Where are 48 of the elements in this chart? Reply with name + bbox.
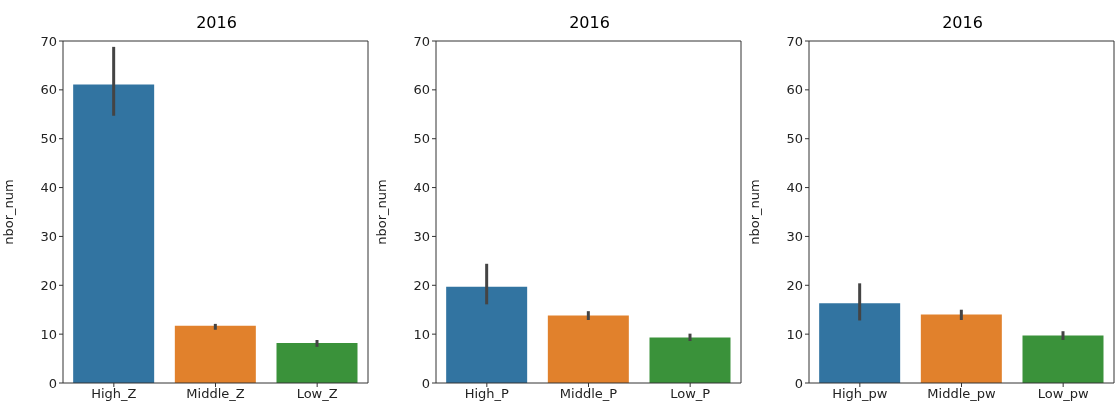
- x-tick-label: Middle_P: [559, 386, 618, 402]
- y-tick-label: 30: [786, 229, 803, 245]
- x-tick-label: High_P: [464, 386, 510, 402]
- y-tick-label: 50: [413, 131, 430, 147]
- y-tick-label: 30: [40, 229, 57, 245]
- bar: [819, 303, 901, 383]
- bar: [73, 84, 155, 383]
- y-axis-title: nbor_num: [373, 179, 389, 245]
- chart-title: 2016: [569, 13, 610, 32]
- x-tick-label: Low_pw: [1037, 386, 1090, 402]
- y-tick-label: 0: [794, 375, 803, 391]
- x-tick-label: Middle_Z: [186, 386, 245, 402]
- y-tick-label: 40: [40, 180, 57, 196]
- bar: [547, 315, 629, 383]
- y-tick-label: 0: [48, 375, 57, 391]
- chart-title: 2016: [196, 13, 237, 32]
- y-tick-label: 60: [413, 82, 430, 98]
- bar: [1022, 335, 1104, 383]
- y-tick-label: 70: [40, 33, 57, 49]
- y-tick-label: 70: [413, 33, 430, 49]
- y-tick-label: 60: [40, 82, 57, 98]
- chart-title: 2016: [942, 13, 983, 32]
- y-tick-label: 20: [413, 277, 430, 293]
- y-tick-label: 70: [786, 33, 803, 49]
- x-tick-label: Low_Z: [296, 386, 338, 402]
- y-tick-label: 50: [786, 131, 803, 147]
- y-tick-label: 10: [40, 326, 57, 342]
- y-axis-title: nbor_num: [0, 179, 16, 245]
- y-tick-label: 40: [413, 180, 430, 196]
- x-tick-label: Middle_pw: [927, 386, 997, 402]
- bar: [649, 337, 731, 383]
- x-tick-label: Low_P: [670, 386, 711, 402]
- y-tick-label: 10: [413, 326, 430, 342]
- y-tick-label: 30: [413, 229, 430, 245]
- bar: [446, 286, 528, 383]
- bar: [276, 342, 358, 383]
- x-tick-label: High_pw: [832, 386, 888, 402]
- y-axis-title: nbor_num: [746, 179, 762, 245]
- bar: [174, 325, 256, 383]
- bar: [920, 314, 1002, 383]
- y-tick-label: 10: [786, 326, 803, 342]
- x-tick-label: High_Z: [91, 386, 137, 402]
- y-tick-label: 0: [421, 375, 430, 391]
- y-tick-label: 20: [40, 277, 57, 293]
- y-tick-label: 60: [786, 82, 803, 98]
- y-tick-label: 50: [40, 131, 57, 147]
- y-tick-label: 20: [786, 277, 803, 293]
- y-tick-label: 40: [786, 180, 803, 196]
